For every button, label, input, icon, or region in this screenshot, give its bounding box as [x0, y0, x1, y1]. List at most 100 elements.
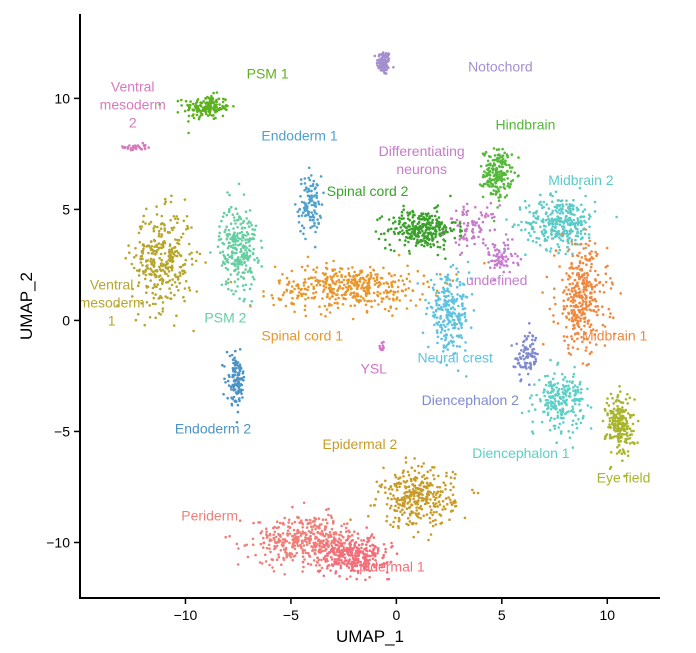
- data-point: [241, 239, 244, 242]
- data-point: [452, 344, 455, 347]
- data-point: [173, 274, 177, 277]
- data-point: [297, 221, 301, 224]
- data-point: [337, 547, 340, 550]
- data-point: [577, 399, 580, 402]
- data-point: [299, 534, 303, 537]
- data-point: [550, 218, 553, 222]
- data-point: [395, 498, 399, 502]
- data-point: [195, 113, 199, 117]
- data-point: [551, 237, 555, 240]
- data-point: [620, 452, 624, 456]
- data-point: [534, 221, 538, 225]
- data-point: [493, 266, 496, 270]
- data-point: [360, 546, 363, 550]
- data-point: [583, 331, 587, 335]
- data-point: [313, 295, 317, 299]
- data-point: [303, 538, 307, 542]
- data-point: [360, 287, 363, 290]
- data-point: [375, 563, 378, 566]
- data-point: [310, 197, 313, 200]
- data-point: [601, 313, 605, 316]
- data-point: [490, 216, 494, 220]
- data-point: [280, 563, 283, 566]
- data-point: [518, 373, 521, 376]
- data-point: [463, 307, 467, 310]
- data-point: [408, 280, 412, 283]
- data-point: [551, 222, 555, 226]
- cluster-endoderm1: [294, 166, 325, 249]
- data-point: [453, 499, 457, 502]
- data-point: [169, 218, 172, 222]
- data-point: [264, 527, 268, 530]
- data-point: [278, 521, 282, 525]
- data-point: [241, 271, 244, 275]
- data-point: [218, 106, 222, 110]
- data-point: [445, 315, 449, 319]
- data-point: [291, 296, 294, 300]
- data-point: [407, 232, 410, 235]
- data-point: [236, 236, 240, 240]
- data-point: [544, 229, 547, 233]
- data-point: [446, 289, 449, 292]
- data-point: [245, 543, 248, 547]
- data-point: [207, 106, 211, 110]
- data-point: [564, 384, 568, 388]
- data-point: [532, 214, 535, 218]
- data-point: [422, 232, 426, 235]
- data-point: [351, 566, 354, 569]
- data-point: [386, 496, 390, 500]
- data-point: [328, 530, 332, 534]
- data-point: [284, 550, 287, 554]
- data-point: [551, 194, 554, 198]
- data-point: [386, 66, 390, 70]
- data-point: [496, 206, 499, 209]
- data-point: [325, 538, 328, 541]
- data-point: [139, 261, 143, 264]
- data-point: [359, 295, 363, 298]
- data-point: [579, 397, 583, 401]
- data-point: [371, 551, 375, 554]
- data-point: [173, 293, 176, 297]
- data-point: [435, 302, 439, 305]
- data-point: [244, 241, 248, 244]
- data-point: [391, 525, 395, 529]
- data-point: [379, 53, 383, 56]
- data-point: [331, 295, 334, 298]
- data-point: [588, 308, 592, 312]
- data-point: [373, 565, 377, 569]
- data-point: [538, 378, 541, 382]
- data-point: [333, 273, 337, 276]
- data-point: [626, 450, 630, 453]
- data-point: [427, 212, 430, 215]
- data-point: [552, 314, 555, 317]
- data-point: [196, 105, 199, 108]
- data-point: [172, 252, 175, 255]
- data-point: [192, 329, 195, 333]
- data-point: [570, 289, 573, 293]
- data-point: [395, 552, 399, 555]
- data-point: [227, 373, 231, 377]
- data-point: [444, 346, 447, 349]
- data-point: [621, 416, 625, 420]
- data-point: [566, 221, 569, 224]
- data-point: [558, 408, 562, 412]
- data-point: [176, 99, 180, 103]
- data-point: [568, 392, 572, 395]
- data-point: [366, 299, 369, 303]
- data-point: [420, 465, 424, 468]
- data-point: [227, 287, 230, 291]
- data-point: [576, 208, 580, 212]
- data-point: [401, 471, 405, 475]
- data-point: [503, 178, 506, 181]
- data-point: [588, 239, 592, 243]
- data-point: [579, 223, 583, 227]
- data-point: [594, 305, 597, 308]
- data-point: [375, 281, 379, 285]
- data-point: [503, 187, 507, 190]
- data-point: [529, 234, 532, 238]
- data-point: [325, 261, 328, 265]
- data-point: [584, 302, 588, 306]
- data-point: [268, 547, 271, 550]
- data-point: [628, 442, 632, 445]
